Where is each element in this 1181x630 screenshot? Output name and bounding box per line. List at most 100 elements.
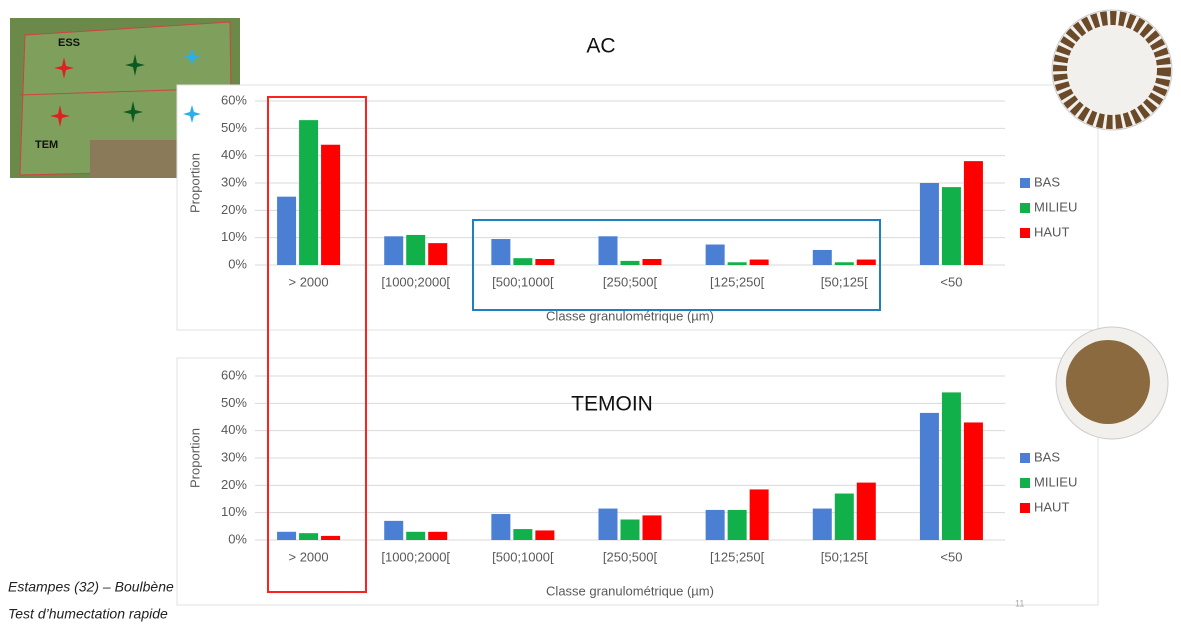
bar <box>598 508 618 540</box>
bar <box>834 493 854 540</box>
legend-swatch <box>1020 453 1030 463</box>
bar <box>321 144 341 265</box>
bar <box>620 260 640 265</box>
bar <box>941 187 961 265</box>
y-tick-label: 20% <box>221 477 247 492</box>
y-axis-label: Proportion <box>187 153 202 213</box>
bar <box>321 535 341 540</box>
bar <box>749 489 769 540</box>
bar <box>727 509 747 540</box>
y-tick-label: 60% <box>221 367 247 382</box>
map-label: TEM <box>35 139 58 151</box>
x-tick-label: <50 <box>940 549 962 564</box>
bar <box>812 508 832 540</box>
marker <box>183 48 201 66</box>
x-tick-label: [50;125[ <box>821 274 868 289</box>
y-tick-label: 10% <box>221 504 247 519</box>
bar <box>919 412 939 540</box>
bar <box>299 120 319 265</box>
legend-swatch <box>1020 228 1030 238</box>
bar <box>491 514 511 540</box>
y-tick-label: 20% <box>221 202 247 217</box>
bar <box>535 530 555 540</box>
bar <box>406 234 426 265</box>
legend-label: MILIEU <box>1034 474 1077 489</box>
bar <box>856 259 876 265</box>
legend-label: MILIEU <box>1034 199 1077 214</box>
bar <box>277 196 297 265</box>
bar <box>963 161 983 265</box>
legend-label: HAUT <box>1034 499 1069 514</box>
x-tick-label: [125;250[ <box>710 549 765 564</box>
bar <box>642 258 662 265</box>
bar <box>834 262 854 265</box>
bar <box>277 531 297 540</box>
x-tick-label: [500;1000[ <box>492 549 554 564</box>
legend-label: BAS <box>1034 174 1060 189</box>
footer: Test d’humectation rapide <box>8 606 168 622</box>
bar <box>642 515 662 540</box>
x-tick-label: [1000;2000[ <box>381 549 450 564</box>
x-tick-label: > 2000 <box>289 274 329 289</box>
bar <box>513 258 533 265</box>
bar <box>406 531 426 540</box>
y-tick-label: 0% <box>228 531 247 546</box>
bar <box>384 520 404 540</box>
bar <box>963 422 983 540</box>
x-tick-label: [250;500[ <box>603 274 658 289</box>
legend-swatch <box>1020 178 1030 188</box>
legend-swatch <box>1020 478 1030 488</box>
bar <box>705 244 725 265</box>
highlight-box <box>472 219 881 311</box>
x-tick-label: > 2000 <box>289 549 329 564</box>
bar <box>705 509 725 540</box>
y-tick-label: 50% <box>221 395 247 410</box>
x-tick-label: <50 <box>940 274 962 289</box>
bar <box>856 482 876 540</box>
chart-title: AC <box>586 35 615 58</box>
x-axis-label: Classe granulométrique (µm) <box>546 308 714 323</box>
x-tick-label: [1000;2000[ <box>381 274 450 289</box>
bar <box>428 531 448 540</box>
x-tick-label: [50;125[ <box>821 549 868 564</box>
bar <box>491 239 511 265</box>
y-tick-label: 30% <box>221 449 247 464</box>
bar <box>535 258 555 265</box>
marker <box>54 57 74 79</box>
page-number: 11 <box>1015 598 1024 608</box>
bar <box>941 392 961 540</box>
y-tick-label: 40% <box>221 422 247 437</box>
legend-swatch <box>1020 503 1030 513</box>
highlight-box <box>267 96 367 593</box>
aggregates <box>1053 11 1171 129</box>
bar <box>384 236 404 265</box>
y-axis-label: Proportion <box>187 428 202 488</box>
bar <box>428 243 448 265</box>
marker <box>125 54 145 76</box>
y-tick-label: 60% <box>221 92 247 107</box>
petri-dish <box>1051 9 1173 131</box>
y-tick-label: 50% <box>221 120 247 135</box>
charts: 0% 10% 20% 30% 40% 50% 60% > 2000 [1000;2000[ [50… <box>187 35 1077 599</box>
y-tick-label: 0% <box>228 256 247 271</box>
x-tick-label: [125;250[ <box>710 274 765 289</box>
bar <box>749 259 769 265</box>
bar <box>513 529 533 540</box>
footer: Estampes (32) – Boulbène <box>8 579 174 595</box>
chart-title: TEMOIN <box>571 393 653 416</box>
y-tick-label: 40% <box>221 147 247 162</box>
x-tick-label: [250;500[ <box>603 549 658 564</box>
x-tick-label: [500;1000[ <box>492 274 554 289</box>
bar <box>620 519 640 540</box>
map-label: ESS <box>58 37 80 49</box>
x-axis-label: Classe granulométrique (µm) <box>546 583 714 598</box>
legend-label: BAS <box>1034 449 1060 464</box>
y-tick-label: 10% <box>221 229 247 244</box>
bar <box>598 236 618 265</box>
bar <box>919 183 939 265</box>
bar <box>727 262 747 265</box>
bar <box>812 249 832 265</box>
legend-swatch <box>1020 203 1030 213</box>
marker <box>50 105 70 127</box>
